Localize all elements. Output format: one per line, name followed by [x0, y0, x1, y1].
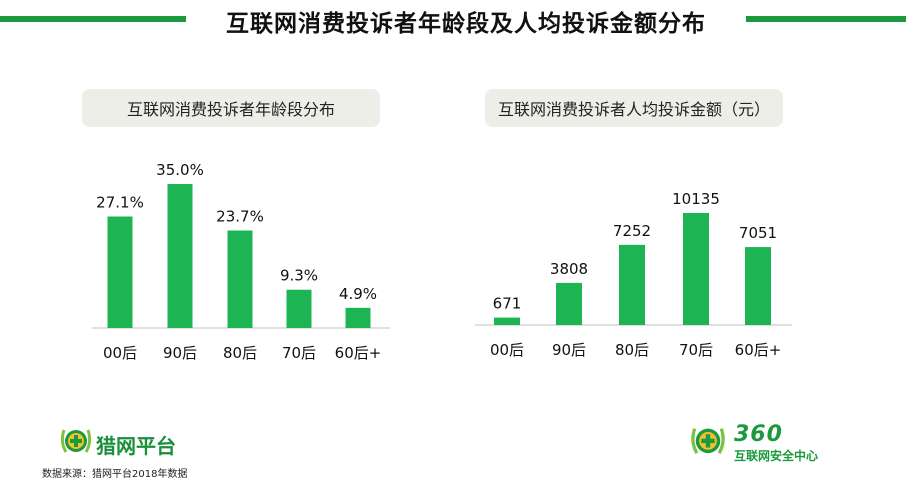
data-label: 671: [493, 295, 522, 313]
category-label: 60后+: [735, 341, 782, 359]
shield-plus-icon: [60, 429, 92, 453]
bar-90后: [167, 184, 193, 328]
data-label: 23.7%: [216, 207, 264, 225]
bar-70后: [286, 289, 312, 328]
category-label: 80后: [223, 344, 257, 362]
data-source-note: 数据来源：猎网平台2018年数据: [42, 469, 188, 480]
chart-1-title: 互联网消费投诉者年龄段分布: [126, 100, 335, 119]
category-label: 00后: [490, 341, 524, 359]
bar-70后: [683, 213, 709, 325]
logo-right-number: 360: [734, 422, 783, 447]
title-area: 互联网消费投诉者年龄段及人均投诉金额分布: [0, 0, 906, 42]
bar-90后: [556, 282, 582, 325]
bar-80后: [227, 230, 253, 328]
bar-60后+: [745, 247, 771, 325]
chart-1: 27.1% 00后 35.0% 90后 23.7% 80后 9.3% 70后 4.9% 60后+: [92, 161, 390, 362]
chart-2-title-box: 互联网消费投诉者人均投诉金额（元）: [485, 89, 783, 127]
data-label: 3808: [550, 260, 588, 278]
data-label: 27.1%: [96, 194, 144, 212]
data-label: 7252: [613, 222, 651, 240]
page-title: 互联网消费投诉者年龄段及人均投诉金额分布: [226, 11, 706, 37]
logo-left-text: 猎网平台: [96, 434, 176, 458]
chart-1-title-box: 互联网消费投诉者年龄段分布: [82, 89, 380, 127]
chart-2-title: 互联网消费投诉者人均投诉金额（元）: [497, 100, 770, 119]
category-label: 90后: [552, 341, 586, 359]
category-label: 70后: [679, 341, 713, 359]
data-label: 10135: [672, 190, 720, 208]
category-label: 90后: [163, 344, 197, 362]
chart-2: 671 00后 3808 90后 7252 80后 10135 70后 7051 60后+: [475, 190, 792, 359]
category-label: 60后+: [335, 344, 382, 362]
logo-right-text: 互联网安全中心: [734, 449, 819, 463]
title-accent-bar-right: [746, 16, 906, 22]
data-label: 4.9%: [339, 285, 377, 303]
shield-plus-icon: [691, 428, 725, 454]
data-label: 9.3%: [280, 267, 318, 285]
category-label: 80后: [615, 341, 649, 359]
bar-60后+: [345, 307, 371, 328]
data-label: 7051: [739, 224, 777, 242]
category-label: 70后: [282, 344, 316, 362]
bar-00后: [494, 317, 520, 325]
bar-00后: [107, 216, 133, 328]
category-label: 00后: [103, 344, 137, 362]
data-label: 35.0%: [156, 161, 204, 179]
360-security-logo: 360 互联网安全中心: [688, 422, 878, 466]
bar-80后: [619, 244, 645, 325]
lie-wang-logo: 猎网平台: [58, 424, 218, 462]
title-accent-bar-left: [0, 16, 186, 22]
